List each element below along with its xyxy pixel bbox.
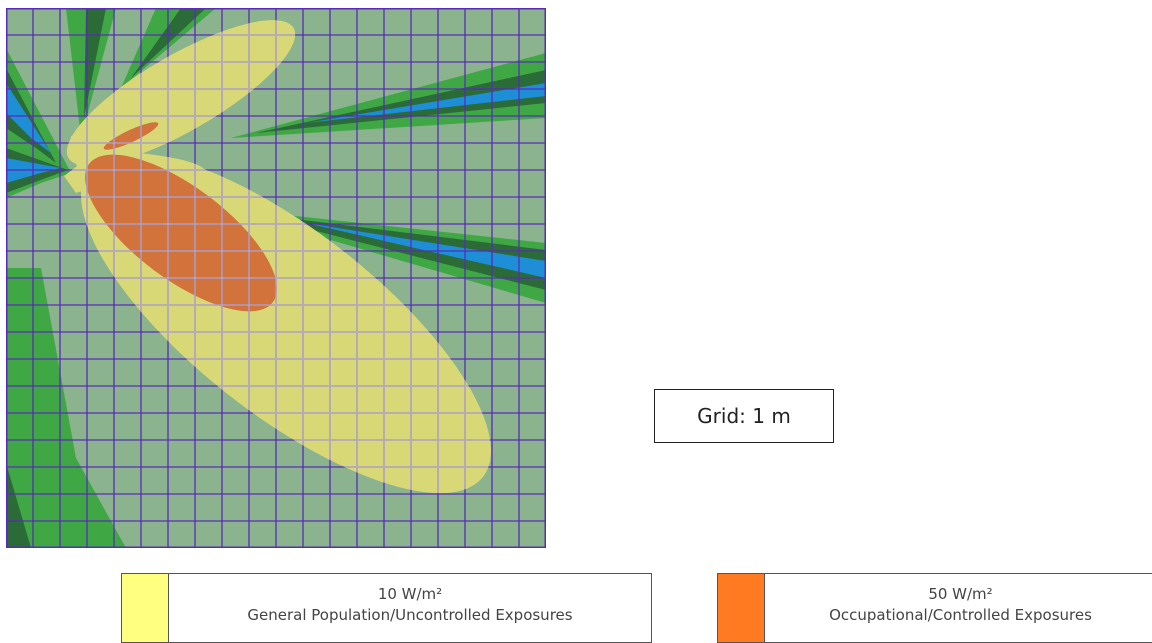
legend-general-value: 10 W/m² xyxy=(377,585,443,603)
map-border xyxy=(6,8,546,548)
legend-occupational: 50 W/m² Occupational/Controlled Exposure… xyxy=(717,573,1152,643)
legend-general-swatch xyxy=(122,574,169,642)
legend-occupational-swatch xyxy=(718,574,765,642)
legend-occupational-description: Occupational/Controlled Exposures xyxy=(829,606,1092,624)
legend-occupational-text: 50 W/m² Occupational/Controlled Exposure… xyxy=(765,584,1152,626)
legend-occupational-value: 50 W/m² xyxy=(928,585,993,603)
grid-scale-label: Grid: 1 m xyxy=(654,389,834,443)
legend-general-description: General Population/Uncontrolled Exposure… xyxy=(247,606,573,624)
exposure-map xyxy=(6,8,546,548)
legend-general-text: 10 W/m² General Population/Uncontrolled … xyxy=(169,584,651,626)
legend-general-population: 10 W/m² General Population/Uncontrolled … xyxy=(121,573,652,643)
